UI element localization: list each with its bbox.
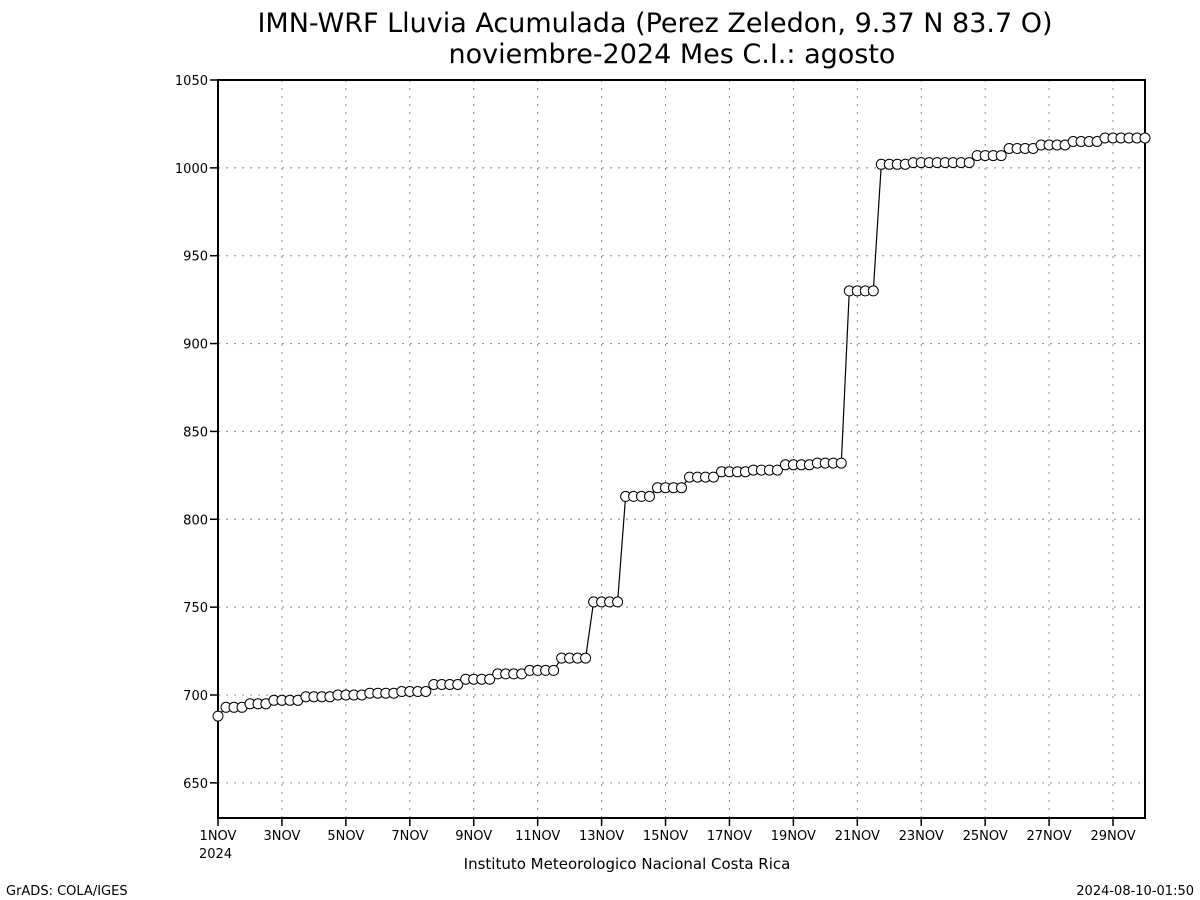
chart-subtitle: noviembre-2024 Mes C.I.: agosto <box>449 39 896 70</box>
x-tick-label-9NOV: 9NOV <box>455 829 492 844</box>
x-tick-label-29NOV: 29NOV <box>1090 829 1135 844</box>
data-point <box>771 464 783 476</box>
x-tick-label-13NOV: 13NOV <box>579 829 624 844</box>
data-point <box>1139 132 1151 144</box>
data-point <box>452 679 464 690</box>
y-axis-ticks: 650 700 750 800 850 900 950 1000 1050 <box>175 74 218 792</box>
data-point <box>835 457 847 469</box>
y-tick-label-750: 750 <box>183 601 208 616</box>
data-point <box>612 596 624 608</box>
y-tick-label-900: 900 <box>183 338 208 353</box>
x-axis-label: Instituto Meteorologico Nacional Costa R… <box>464 855 791 873</box>
x-tick-label-3NOV: 3NOV <box>263 829 300 844</box>
series-accumulated-rain <box>212 132 1151 722</box>
x-tick-label-25NOV: 25NOV <box>963 829 1008 844</box>
x-tick-label-1NOV: 1NOV <box>200 829 237 844</box>
data-point <box>212 710 224 722</box>
data-point <box>963 157 975 169</box>
data-point <box>484 673 496 685</box>
data-point <box>580 652 592 664</box>
series-line <box>217 137 1145 717</box>
y-tick-label-800: 800 <box>183 513 208 528</box>
x-tick-label-23NOV: 23NOV <box>899 829 944 844</box>
y-tick-label-700: 700 <box>183 689 208 704</box>
data-point <box>708 471 719 483</box>
data-point <box>867 285 879 297</box>
chart-title: IMN-WRF Lluvia Acumulada (Perez Zeledon,… <box>257 8 1052 39</box>
footer-right: 2024-08-10-01:50 <box>1076 884 1194 899</box>
y-tick-label-650: 650 <box>183 777 208 792</box>
y-tick-label-950: 950 <box>183 250 208 265</box>
data-point <box>420 686 432 697</box>
x-axis-ticks: 1NOV 3NOV 5NOV 7NOV 9NOV 11NOV 13NOV 15NOV 17NOV… <box>200 818 1136 844</box>
x-tick-label-5NOV: 5NOV <box>327 829 364 844</box>
plot-frame <box>217 79 1146 819</box>
x-tick-label-11NOV: 11NOV <box>515 829 560 844</box>
y-tick-label-1000: 1000 <box>175 162 208 177</box>
grid <box>218 80 1145 818</box>
data-point <box>676 482 687 494</box>
data-point <box>995 150 1007 162</box>
data-point <box>548 664 560 676</box>
data-point <box>644 490 655 502</box>
x-tick-label-19NOV: 19NOV <box>771 829 816 844</box>
x-tick-label-7NOV: 7NOV <box>391 829 428 844</box>
y-tick-label-850: 850 <box>183 425 208 440</box>
y-tick-label-1050: 1050 <box>175 74 208 89</box>
x-tick-label-17NOV: 17NOV <box>707 829 752 844</box>
x-tick-label-21NOV: 21NOV <box>835 829 880 844</box>
x-axis-year-label: 2024 <box>199 847 232 862</box>
x-tick-label-27NOV: 27NOV <box>1027 829 1072 844</box>
footer-left: GrADS: COLA/IGES <box>6 884 128 899</box>
x-tick-label-15NOV: 15NOV <box>643 829 688 844</box>
